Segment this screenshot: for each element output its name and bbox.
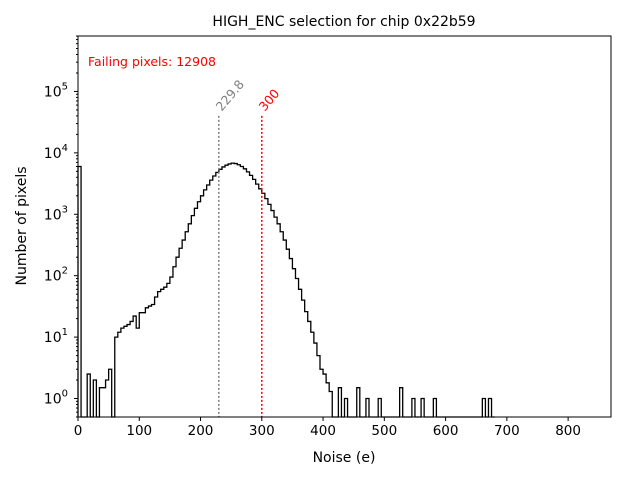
plot-frame [77,35,612,418]
y-tick-label-3: 103 [44,204,68,223]
x-tick-label-5: 500 [371,423,397,439]
vline-label-0: 229.8 [213,77,248,114]
x-tick-label-0: 0 [74,423,83,439]
y-tick-label-0: 100 [44,389,68,408]
y-tick-label-5: 105 [44,81,68,100]
x-tick-label-6: 600 [433,423,459,439]
y-tick-label-1: 101 [44,327,68,346]
y-axis-label: Number of pixels [14,166,30,285]
vline-label-1: 300 [256,86,283,114]
x-tick-label-3: 300 [249,423,275,439]
y-tick-label-2: 102 [44,266,68,285]
x-axis-label: Noise (e) [313,450,376,466]
x-tick-label-8: 800 [555,423,581,439]
x-tick-label-1: 100 [126,423,152,439]
histogram-step-line [77,162,495,418]
x-tick-label-4: 400 [310,423,336,439]
chart-title: HIGH_ENC selection for chip 0x22b59 [212,14,475,30]
y-tick-label-4: 104 [44,143,68,162]
x-tick-label-2: 200 [188,423,214,439]
failing-pixels-annotation: Failing pixels: 12908 [88,54,216,69]
x-tick-label-7: 700 [494,423,520,439]
